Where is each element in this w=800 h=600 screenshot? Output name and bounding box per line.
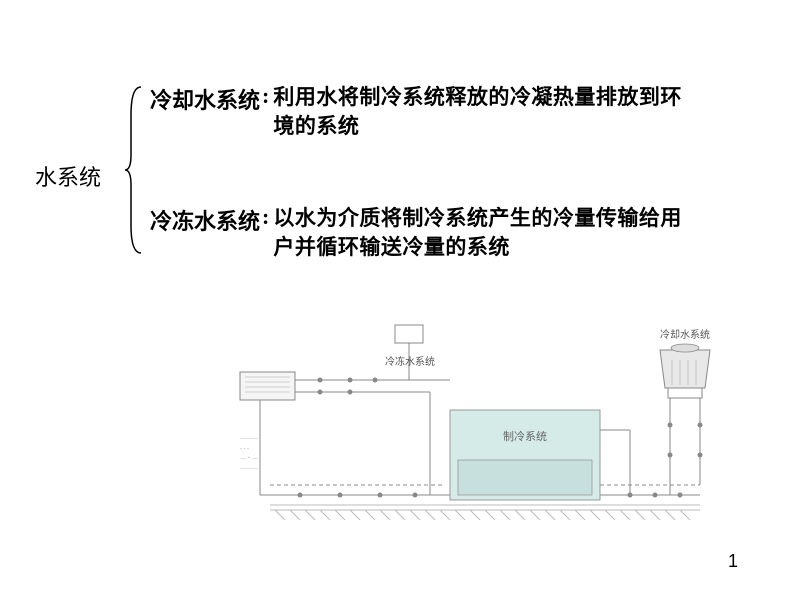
brace-bracket bbox=[123, 85, 145, 255]
branch-title: 冷却水系统 bbox=[150, 83, 260, 115]
svg-text:―・―: ―・― bbox=[239, 456, 259, 462]
branches-container: 冷却水系统 : 利用水将制冷系统释放的冷凝热量排放到环境的系统 冷冻水系统 : … bbox=[150, 83, 683, 325]
legend-text: ――― - - - ―・― ――― bbox=[239, 436, 259, 472]
branch-cooling-water: 冷却水系统 : 利用水将制冷系统释放的冷凝热量排放到环境的系统 bbox=[150, 83, 683, 142]
branch-desc: 利用水将制冷系统释放的冷凝热量排放到环境的系统 bbox=[273, 83, 683, 142]
chilled-label: 冷冻水系统 bbox=[385, 355, 435, 368]
system-diagram: 制冷系统 冷冻水系统 bbox=[210, 310, 750, 530]
page-number: 1 bbox=[728, 551, 738, 572]
svg-text:- - -: - - - bbox=[240, 446, 249, 452]
branch-title: 冷冻水系统 bbox=[150, 204, 260, 236]
refrig-label: 制冷系统 bbox=[503, 430, 547, 443]
colon: : bbox=[262, 83, 269, 109]
cooling-tower bbox=[660, 344, 710, 398]
cooling-label: 冷却水系统 bbox=[660, 328, 710, 341]
ground-hatch bbox=[270, 505, 700, 510]
ahu-unit bbox=[240, 372, 295, 400]
branch-desc: 以水为介质将制冷系统产生的冷量传输给用户并循环输送冷量的系统 bbox=[273, 204, 683, 263]
root-label: 水系统 bbox=[35, 160, 101, 192]
cooling-pipes bbox=[600, 398, 700, 495]
colon: : bbox=[262, 204, 269, 230]
expansion-tank bbox=[395, 325, 423, 343]
svg-text:―――: ――― bbox=[239, 466, 259, 472]
svg-text:―――: ――― bbox=[239, 436, 259, 442]
branch-chilled-water: 冷冻水系统 : 以水为介质将制冷系统产生的冷量传输给用户并循环输送冷量的系统 bbox=[150, 204, 683, 263]
